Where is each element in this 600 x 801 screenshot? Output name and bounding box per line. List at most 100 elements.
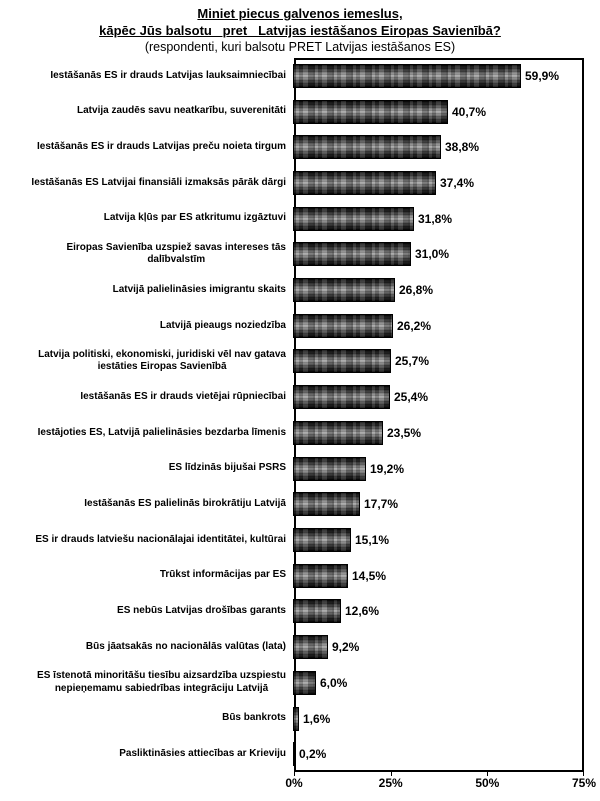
chart-row: Pasliktināsies attiecības ar Krieviju 0,2… [0,736,600,772]
x-tick-label: 75% [571,776,597,790]
value-label: 9,2% [332,640,360,655]
category-label-cell: Būs jāatsakās no nacionālās valūtas (lat… [0,641,291,654]
chart-row: ES īstenotā minoritāšu tiesību aizsardzī… [0,665,600,701]
bar [293,670,316,695]
category-label-cell: Pasliktināsies attiecības ar Krieviju [0,748,291,761]
chart-row: Latvijā palielināsies imigrantu skaits 26… [0,272,600,308]
bar [293,456,366,481]
x-tick-label: 50% [475,776,500,790]
bar [293,170,436,195]
category-label-cell: Latvija politiski, ekonomiski, juridiski… [0,349,291,374]
bar-zone: 12,6% [293,594,379,630]
bar-zone: 26,8% [293,272,433,308]
x-tick-label: 25% [378,776,403,790]
bar [293,242,411,267]
chart-header: Miniet piecus galvenos iemeslus, kāpēc J… [0,0,600,55]
category-label: Latvija zaudēs savu neatkarību, suvereni… [77,105,286,117]
chart-row: Būs jāatsakās no nacionālās valūtas (lat… [0,629,600,665]
x-tick-label: 0% [285,776,303,790]
chart-title-line1: Miniet piecus galvenos iemeslus, [197,6,403,21]
category-label-cell: Trūkst informācijas par ES [0,569,291,582]
value-label: 26,2% [397,318,432,333]
chart-row: Iestāšanās ES ir drauds Latvijas lauksai… [0,58,600,94]
value-label: 19,2% [370,461,405,476]
chart-subtitle: (respondenti, kuri balsotu PRET Latvijas… [144,40,456,54]
category-label-cell: Latvijā palielināsies imigrantu skaits [0,284,291,297]
bar [293,278,395,303]
category-label: Iestāšanās ES palielinās birokrātiju Lat… [84,498,286,510]
category-label-cell: Iestājoties ES, Latvijā palielināsies be… [0,427,291,440]
category-label: Iestāšanās ES ir drauds vietējai rūpniec… [80,390,286,402]
category-label-cell: Iestāšanās ES Latvijai finansiāli izmaks… [0,177,291,190]
category-label: Latvijā pieaugs noziedzība [159,319,286,331]
category-label: Iestāšanās ES ir drauds Latvijas lauksai… [50,69,286,81]
chart-row: Iestāšanās ES Latvijai finansiāli izmaks… [0,165,600,201]
value-label: 0,2% [299,747,327,762]
category-label-cell: ES līdzinās bijušai PSRS [0,462,291,475]
bar [293,742,295,767]
category-label: Iestāšanās ES ir drauds Latvijas preču n… [37,141,286,152]
category-label: Trūkst informācijas par ES [159,569,286,581]
category-label: Būs jāatsakās no nacionālās valūtas (lat… [85,640,286,652]
category-label-cell: ES īstenotā minoritāšu tiesību aizsardzī… [0,670,291,695]
bar-zone: 19,2% [293,451,404,487]
chart-title-line2: kāpēc Jūs balsotu pret Latvijas iestāšan… [99,23,501,38]
category-label: Eiropas Savienība uzspiež savas interese… [66,241,286,266]
bar [293,313,393,338]
value-label: 15,1% [355,532,390,547]
value-label: 1,6% [303,711,331,726]
bar-zone: 25,4% [293,379,428,415]
bar-zone: 14,5% [293,558,386,594]
value-label: 59,9% [525,68,560,83]
chart-row: Būs bankrots 1,6% [0,701,600,737]
value-label: 25,4% [394,390,429,405]
bar [293,135,441,160]
category-label-cell: ES nebūs Latvijas drošības garants [0,605,291,618]
bar-zone: 1,6% [293,701,330,737]
category-label-cell: Iestāšanās ES palielinās birokrātiju Lat… [0,498,291,511]
category-label-cell: Būs bankrots [0,712,291,725]
value-label: 38,8% [445,140,480,155]
value-label: 31,8% [418,211,453,226]
bar [293,385,390,410]
category-label-cell: Latvija zaudēs savu neatkarību, suvereni… [0,105,291,118]
bar [293,706,299,731]
bar-zone: 15,1% [293,522,389,558]
bar [293,635,328,660]
bar [293,63,521,88]
bar-zone: 59,9% [293,58,559,94]
bar-zone: 31,0% [293,237,449,273]
category-label-cell: Iestāšanās ES ir drauds vietējai rūpniec… [0,391,291,404]
x-tick-mark [294,772,295,776]
bar-zone: 25,7% [293,344,429,380]
chart-row: Latvijā pieaugs noziedzība 26,2% [0,308,600,344]
chart-row: Iestājoties ES, Latvijā palielināsies be… [0,415,600,451]
category-label-cell: Iestāšanās ES ir drauds Latvijas lauksai… [0,70,291,83]
bar-zone: 0,2% [293,736,326,772]
value-label: 14,5% [352,568,387,583]
category-label-cell: Eiropas Savienība uzspiež savas interese… [0,242,291,267]
value-label: 40,7% [452,104,487,119]
bar-zone: 37,4% [293,165,474,201]
category-label: ES līdzinās bijušai PSRS [168,462,286,474]
category-label-cell: ES ir drauds latviešu nacionālajai ident… [0,534,291,547]
chart-row: Latvija politiski, ekonomiski, juridiski… [0,344,600,380]
category-label-cell: Latvija kļūs par ES atkritumu izgāztuvi [0,212,291,225]
category-label: Pasliktināsies attiecības ar Krieviju [119,747,286,759]
x-tick-mark [390,772,392,776]
x-axis: 0% 25% 50% 75% [0,772,600,794]
bar [293,599,341,624]
bar-zone: 23,5% [293,415,421,451]
category-label: ES īstenotā minoritāšu tiesību aizsardzī… [37,670,286,694]
bar-zone: 26,2% [293,308,431,344]
value-label: 23,5% [387,425,422,440]
category-label: ES ir drauds latviešu nacionālajai ident… [35,533,286,545]
bar-zone: 6,0% [293,665,347,701]
bar [293,206,414,231]
category-label: ES nebūs Latvijas drošības garants [117,605,286,617]
x-tick-mark [487,772,489,776]
category-label: Latvija politiski, ekonomiski, juridiski… [38,348,286,373]
category-label: Iestāšanās ES Latvijai finansiāli izmaks… [31,176,286,188]
bar [293,420,383,445]
value-label: 12,6% [345,604,380,619]
